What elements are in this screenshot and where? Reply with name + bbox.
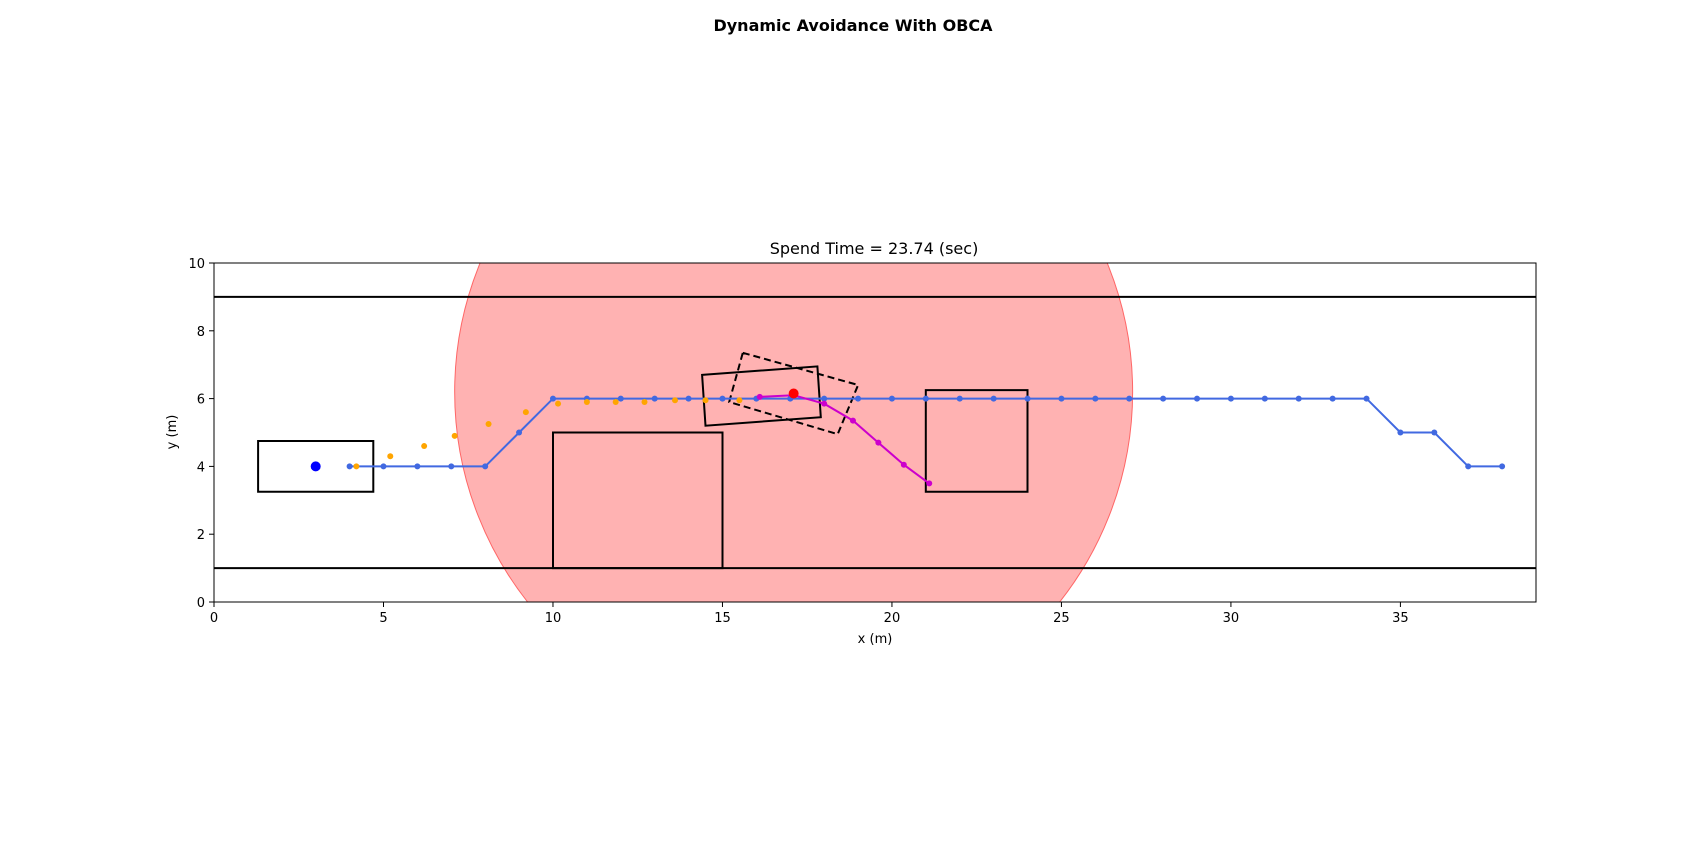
x-tick-label: 0 — [210, 611, 218, 626]
series-1-point-28 — [1261, 395, 1268, 402]
series-1-point-5 — [482, 463, 489, 470]
series-1-point-21 — [1024, 395, 1031, 402]
static-obstacle-2 — [552, 431, 724, 570]
series-2-point-5 — [485, 421, 492, 428]
y-axis-label: y (m) — [165, 415, 180, 450]
series-3-point-6 — [900, 461, 907, 468]
series-1-point-20 — [990, 395, 997, 402]
series-2-point-12 — [702, 397, 709, 404]
series-1-point-2 — [380, 463, 387, 470]
x-tick-label: 5 — [379, 611, 387, 626]
y-tick-label: 6 — [197, 393, 205, 408]
series-3-point-4 — [849, 417, 856, 424]
series-1-point-11 — [685, 395, 692, 402]
series-1-point-16 — [855, 395, 862, 402]
series-1-point-34 — [1465, 463, 1472, 470]
series-1-point-3 — [414, 463, 421, 470]
y-tick-label: 0 — [197, 596, 205, 611]
axes-frame — [213, 262, 1537, 603]
series-2-point-10 — [641, 398, 648, 405]
series-1-point-33 — [1431, 429, 1438, 436]
y-tick-label: 8 — [197, 325, 205, 340]
series-1-point-29 — [1295, 395, 1302, 402]
x-tick-label: 15 — [714, 611, 731, 626]
x-axis-label: x (m) — [858, 632, 893, 647]
series-3-point-3 — [821, 400, 828, 407]
series-1-point-12 — [719, 395, 726, 402]
series-2-point-3 — [421, 443, 428, 450]
y-axis: 0 2 4 6 8 10 — [188, 257, 214, 611]
y-tick-label: 2 — [197, 528, 205, 543]
series-2-point-6 — [522, 409, 529, 416]
x-tick-label: 30 — [1223, 611, 1240, 626]
x-axis: 0 5 10 15 20 25 30 35 — [210, 602, 1409, 626]
series-1-point-15 — [821, 395, 828, 402]
axes-title: Spend Time = 23.74 (sec) — [770, 239, 979, 258]
y-tick-label: 10 — [188, 257, 205, 272]
series-3-point-7 — [926, 480, 933, 487]
x-tick-label: 35 — [1392, 611, 1409, 626]
plot-area — [214, 263, 1536, 602]
series-3-point-5 — [875, 439, 882, 446]
series-2-point-1 — [353, 463, 360, 470]
series-2-point-7 — [555, 400, 562, 407]
series-3-point-1 — [756, 393, 763, 400]
x-tick-label: 10 — [545, 611, 562, 626]
series-1-point-9 — [617, 395, 624, 402]
danger-circle — [454, 263, 1134, 602]
series-2-point-9 — [612, 398, 619, 405]
series-1-point-22 — [1058, 395, 1065, 402]
static-obstacle-3 — [924, 389, 1029, 493]
start-point — [310, 461, 321, 472]
series-1-point-23 — [1092, 395, 1099, 402]
current-point — [788, 388, 799, 399]
x-tick-label: 25 — [1053, 611, 1070, 626]
predicted-vehicle-box — [727, 351, 860, 436]
series-1-point-25 — [1160, 395, 1167, 402]
series-1-point-31 — [1363, 395, 1370, 402]
y-tick-label: 4 — [197, 460, 205, 475]
static-obstacle-1 — [257, 440, 375, 493]
series-1-point-35 — [1499, 463, 1506, 470]
series-1-point-1 — [346, 463, 353, 470]
series-2-point-11 — [672, 397, 679, 404]
series-1-point-26 — [1194, 395, 1201, 402]
ego-vehicle-box — [701, 365, 822, 427]
series-1-point-6 — [516, 429, 523, 436]
series-2-point-4 — [451, 432, 458, 439]
series-1-point-30 — [1329, 395, 1336, 402]
series-1-point-17 — [888, 395, 895, 402]
series-1-point-19 — [956, 395, 963, 402]
x-tick-label: 20 — [884, 611, 901, 626]
series-1-point-10 — [651, 395, 658, 402]
series-1-point-18 — [922, 395, 929, 402]
series-1-point-7 — [549, 395, 556, 402]
series-1-point-32 — [1397, 429, 1404, 436]
series-1-point-24 — [1126, 395, 1133, 402]
series-2-point-13 — [736, 397, 743, 404]
figure-suptitle: Dynamic Avoidance With OBCA — [713, 16, 993, 35]
series-1-point-27 — [1227, 395, 1234, 402]
series-2-point-2 — [387, 453, 394, 460]
series-1-point-4 — [448, 463, 455, 470]
series-2-point-8 — [583, 398, 590, 405]
